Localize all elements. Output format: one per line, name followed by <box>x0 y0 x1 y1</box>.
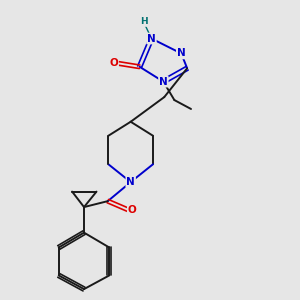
Text: N: N <box>147 34 156 44</box>
Text: N: N <box>177 48 186 59</box>
Text: H: H <box>140 17 147 26</box>
Text: N: N <box>126 177 135 187</box>
Text: N: N <box>159 76 168 87</box>
Text: O: O <box>128 205 136 215</box>
Text: O: O <box>110 58 118 68</box>
